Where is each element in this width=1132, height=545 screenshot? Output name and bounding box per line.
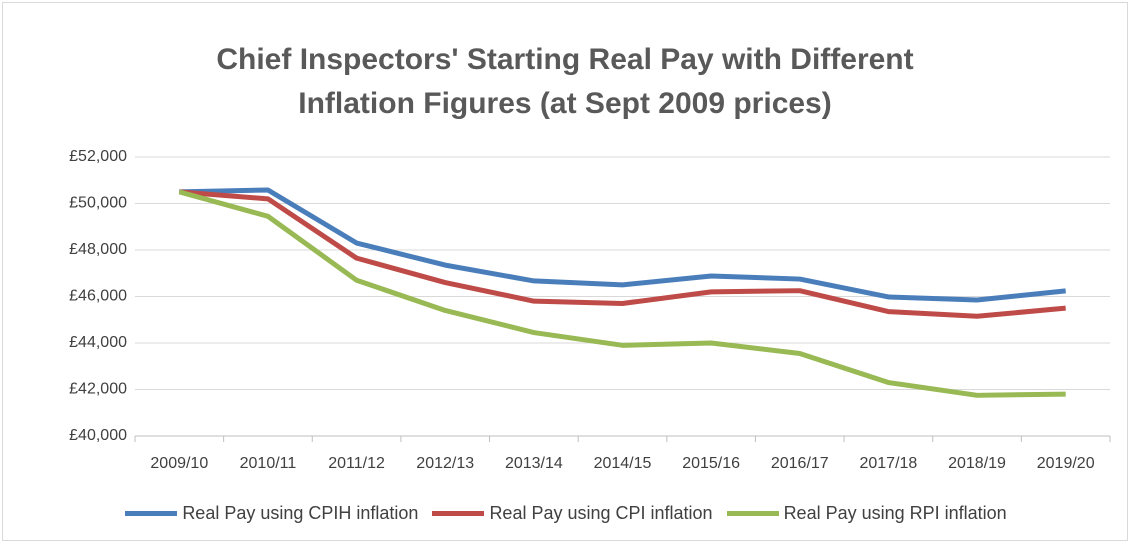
y-tick-label: £44,000	[69, 334, 127, 351]
legend-item: Real Pay using CPI inflation	[432, 503, 713, 524]
legend-label: Real Pay using RPI inflation	[783, 503, 1007, 523]
series-line	[179, 189, 1066, 319]
legend: Real Pay using CPIH inflation Real Pay us…	[0, 503, 1132, 524]
x-tick-label: 2012/13	[416, 455, 474, 472]
x-tick-label: 2009/10	[150, 455, 208, 472]
series-line	[179, 187, 1066, 303]
legend-item: Real Pay using CPIH inflation	[125, 503, 418, 524]
y-tick-label: £50,000	[69, 195, 127, 212]
series-line	[178, 189, 1066, 398]
legend-swatch	[125, 511, 178, 516]
legend-label: Real Pay using CPI inflation	[489, 503, 713, 523]
y-tick-label: £48,000	[69, 241, 127, 258]
legend-item: Real Pay using RPI inflation	[726, 503, 1007, 524]
y-tick-label: £40,000	[69, 427, 127, 444]
legend-label: Real Pay using CPIH inflation	[182, 503, 419, 523]
legend-swatch	[432, 511, 485, 516]
x-tick-label: 2010/11	[240, 455, 297, 472]
chart-title: Chief Inspectors' Starting Real Pay with…	[216, 43, 914, 120]
y-tick-label: £52,000	[69, 148, 127, 165]
x-tick-label: 2011/12	[328, 455, 385, 472]
x-tick-label: 2016/17	[771, 455, 829, 472]
y-tick-label: £42,000	[69, 381, 127, 398]
x-tick-label: 2018/19	[948, 455, 1006, 472]
legend-swatch	[726, 511, 779, 516]
y-tick-label: £46,000	[69, 288, 127, 305]
x-tick-label: 2014/15	[594, 455, 652, 472]
x-tick-label: 2019/20	[1037, 455, 1095, 472]
x-tick-label: 2017/18	[859, 455, 917, 472]
x-tick-label: 2015/16	[682, 455, 740, 472]
x-tick-label: 2013/14	[505, 455, 563, 472]
